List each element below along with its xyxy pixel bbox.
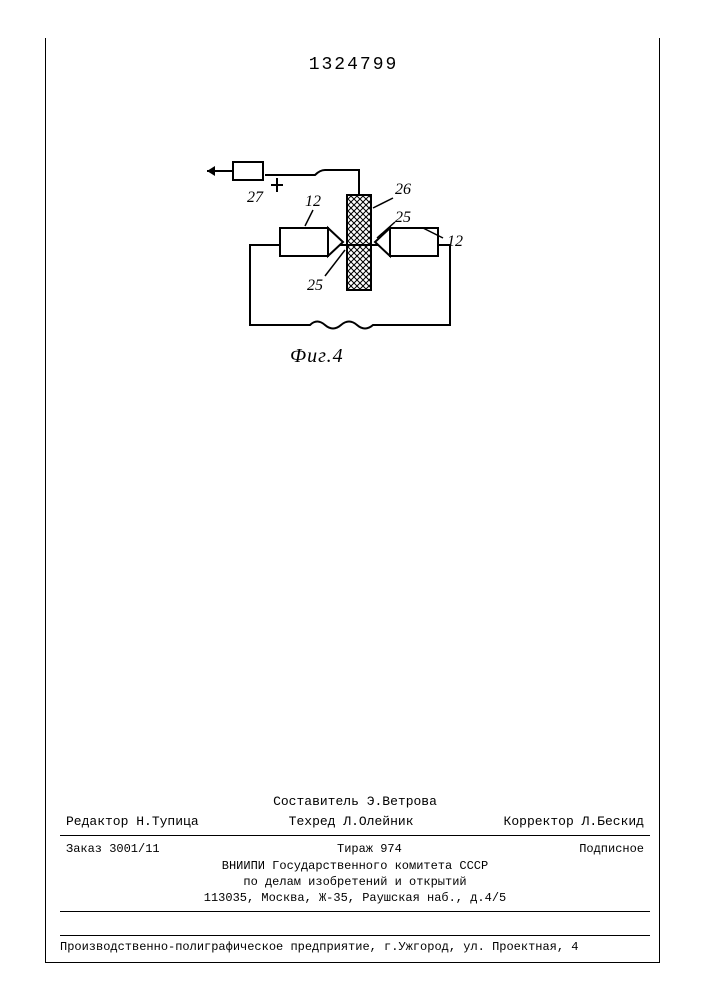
org-line-2: по делам изобретений и открытий (60, 874, 650, 890)
figure-4-diagram: 26 27 12 12 25 25 (195, 130, 515, 340)
printer-line: Производственно-полиграфическое предприя… (60, 935, 650, 954)
label-12-right: 12 (447, 233, 463, 250)
techred: Техред Л.Олейник (289, 812, 414, 832)
divider-1 (60, 835, 650, 836)
figure-caption: Фиг.4 (290, 345, 344, 368)
corrector: Корректор Л.Бескид (504, 812, 644, 832)
label-12-left: 12 (305, 193, 321, 210)
editor: Редактор Н.Тупица (66, 812, 199, 832)
compiler: Составитель Э.Ветрова (60, 792, 650, 812)
subscription: Подписное (579, 840, 644, 858)
circulation: Тираж 974 (337, 840, 402, 858)
org-address: 113035, Москва, Ж-35, Раушская наб., д.4… (60, 890, 650, 906)
label-27: 27 (247, 189, 264, 206)
label-26: 26 (395, 181, 411, 198)
credits-block: Составитель Э.Ветрова Редактор Н.Тупица … (60, 792, 650, 916)
label-25-top: 25 (395, 209, 411, 226)
label-25-bottom: 25 (307, 277, 323, 294)
order-number: Заказ 3001/11 (66, 840, 160, 858)
page-number: 1324799 (309, 55, 399, 75)
org-line-1: ВНИИПИ Государственного комитета СССР (60, 858, 650, 874)
divider-2 (60, 911, 650, 912)
